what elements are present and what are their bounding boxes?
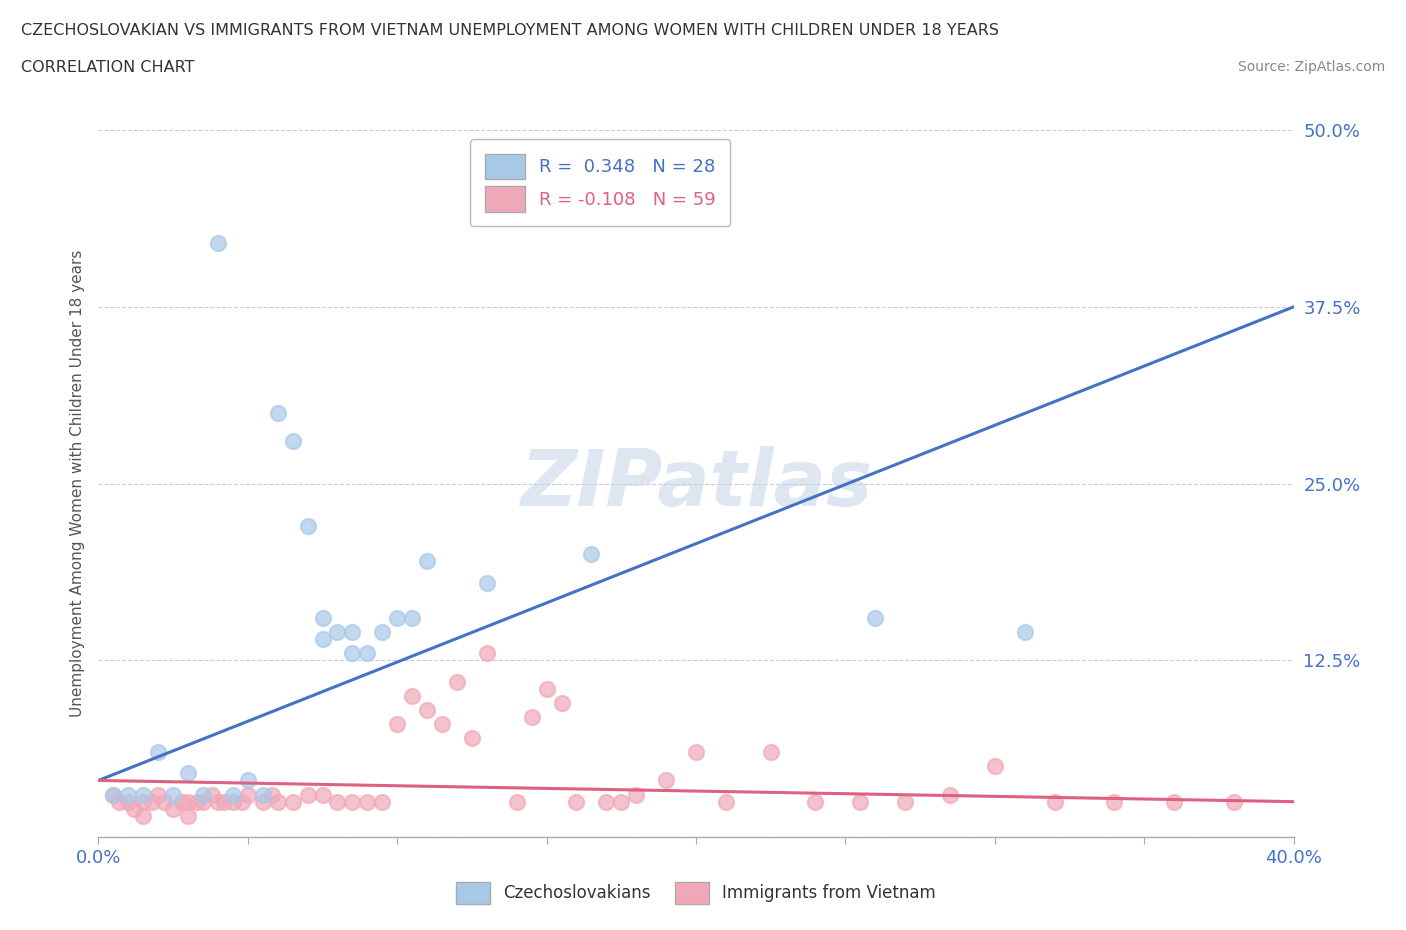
- Point: [714, 794, 737, 809]
- Point: [759, 745, 782, 760]
- Point: [207, 794, 229, 809]
- Point: [385, 716, 409, 731]
- Point: [222, 794, 245, 809]
- Point: [252, 787, 274, 802]
- Point: [416, 554, 439, 569]
- Point: [401, 688, 423, 703]
- Point: [581, 547, 603, 562]
- Point: [297, 787, 319, 802]
- Point: [141, 794, 163, 809]
- Point: [371, 794, 394, 809]
- Point: [186, 794, 208, 809]
- Point: [153, 794, 176, 809]
- Point: [550, 696, 572, 711]
- Point: [267, 405, 290, 420]
- Point: [894, 794, 917, 809]
- Point: [132, 794, 155, 809]
- Point: [565, 794, 588, 809]
- Point: [117, 787, 139, 802]
- Point: [201, 787, 224, 802]
- Point: [1043, 794, 1066, 809]
- Y-axis label: Unemployment Among Women with Children Under 18 years: Unemployment Among Women with Children U…: [69, 250, 84, 717]
- Point: [416, 702, 439, 717]
- Point: [865, 610, 887, 625]
- Point: [342, 645, 364, 660]
- Point: [595, 794, 617, 809]
- Text: CORRELATION CHART: CORRELATION CHART: [21, 60, 194, 75]
- Point: [236, 787, 259, 802]
- Point: [356, 645, 378, 660]
- Point: [236, 773, 259, 788]
- Point: [430, 716, 453, 731]
- Point: [342, 794, 364, 809]
- Point: [260, 787, 283, 802]
- Point: [371, 625, 394, 640]
- Text: CZECHOSLOVAKIAN VS IMMIGRANTS FROM VIETNAM UNEMPLOYMENT AMONG WOMEN WITH CHILDRE: CZECHOSLOVAKIAN VS IMMIGRANTS FROM VIETN…: [21, 23, 1000, 38]
- Point: [475, 575, 498, 590]
- Point: [356, 794, 378, 809]
- Point: [103, 787, 125, 802]
- Point: [162, 787, 184, 802]
- Point: [311, 610, 333, 625]
- Point: [401, 610, 423, 625]
- Point: [281, 794, 304, 809]
- Point: [624, 787, 647, 802]
- Point: [1223, 794, 1246, 809]
- Point: [191, 794, 214, 809]
- Point: [177, 808, 200, 823]
- Point: [281, 433, 304, 448]
- Point: [103, 787, 125, 802]
- Point: [326, 794, 349, 809]
- Point: [297, 519, 319, 534]
- Point: [252, 794, 274, 809]
- Point: [117, 794, 139, 809]
- Point: [108, 794, 131, 809]
- Point: [446, 674, 468, 689]
- Point: [1163, 794, 1185, 809]
- Point: [231, 794, 253, 809]
- Point: [207, 236, 229, 251]
- Point: [148, 787, 170, 802]
- Point: [267, 794, 290, 809]
- Point: [311, 631, 333, 646]
- Point: [311, 787, 333, 802]
- Point: [1104, 794, 1126, 809]
- Point: [148, 745, 170, 760]
- Point: [939, 787, 962, 802]
- Point: [461, 731, 484, 746]
- Point: [342, 625, 364, 640]
- Point: [132, 808, 155, 823]
- Point: [177, 766, 200, 781]
- Point: [385, 610, 409, 625]
- Point: [177, 794, 200, 809]
- Point: [849, 794, 872, 809]
- Point: [191, 787, 214, 802]
- Point: [172, 794, 194, 809]
- Point: [685, 745, 707, 760]
- Point: [536, 681, 558, 696]
- Point: [1014, 625, 1036, 640]
- Point: [132, 787, 155, 802]
- Point: [222, 787, 245, 802]
- Point: [520, 710, 543, 724]
- Point: [124, 802, 146, 817]
- Point: [983, 759, 1005, 774]
- Point: [475, 645, 498, 660]
- Text: Source: ZipAtlas.com: Source: ZipAtlas.com: [1237, 60, 1385, 74]
- Point: [212, 794, 235, 809]
- Point: [506, 794, 529, 809]
- Point: [655, 773, 678, 788]
- Text: ZIPatlas: ZIPatlas: [520, 445, 872, 522]
- Point: [326, 625, 349, 640]
- Point: [162, 802, 184, 817]
- Legend: Czechoslovakians, Immigrants from Vietnam: Czechoslovakians, Immigrants from Vietna…: [451, 877, 941, 909]
- Point: [610, 794, 633, 809]
- Legend: R =  0.348   N = 28, R = -0.108   N = 59: R = 0.348 N = 28, R = -0.108 N = 59: [471, 140, 730, 226]
- Point: [804, 794, 827, 809]
